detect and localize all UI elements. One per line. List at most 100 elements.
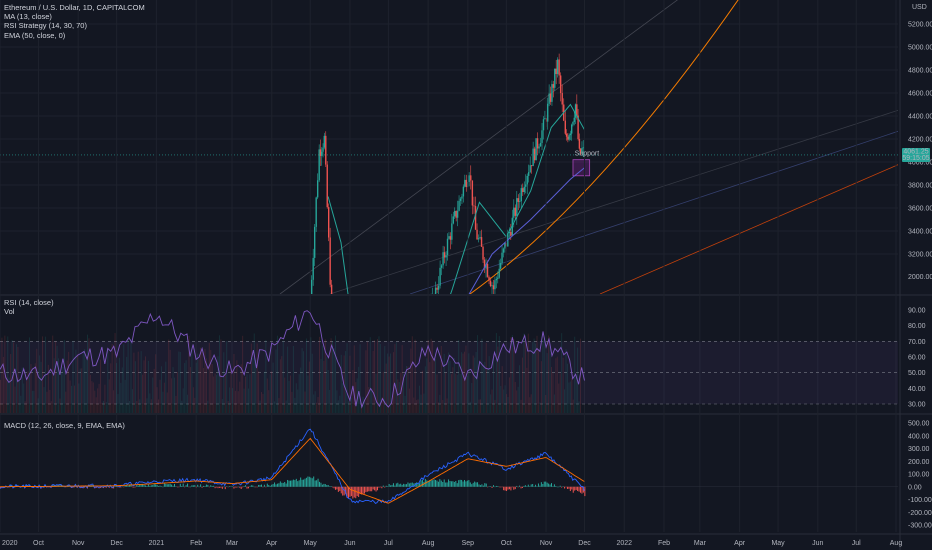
curve-orange-upper [469, 0, 739, 294]
support-label: Support [575, 151, 600, 158]
last-price-badge [902, 147, 930, 162]
candle-body [504, 242, 506, 249]
volume-bar [211, 364, 213, 413]
macd-histogram-bar [216, 486, 218, 488]
volume-bar [342, 383, 344, 413]
volume-bar [275, 349, 277, 413]
macd-histogram-bar [269, 485, 271, 487]
volume-bar [297, 389, 299, 413]
volume-bar [497, 346, 499, 413]
macd-histogram-bar [500, 486, 502, 488]
macd-histogram-bar [120, 486, 122, 488]
macd-histogram-bar [394, 485, 396, 487]
macd-histogram-bar [445, 482, 447, 487]
macd-histogram-bar [211, 485, 213, 487]
rsi-title: RSI (14, close) [4, 298, 54, 307]
macd-histogram-bar [308, 476, 310, 487]
macd-histogram-bar [368, 486, 370, 492]
macd-tick-label: 300.00 [908, 446, 930, 453]
macd-histogram-bar [179, 483, 181, 487]
macd-histogram-bar [166, 484, 168, 487]
candle-body [325, 135, 327, 165]
candle-body [568, 135, 570, 140]
volume-bar [204, 348, 206, 413]
volume-bar [263, 371, 265, 413]
candle-body [448, 236, 450, 239]
macd-histogram-bar [575, 486, 577, 490]
candle-body [315, 197, 317, 227]
volume-bar [110, 363, 112, 413]
macd-histogram-bar [452, 481, 454, 487]
volume-bar [33, 390, 35, 413]
volume-bar [150, 399, 152, 413]
macd-histogram-bar [427, 481, 429, 487]
volume-bar [250, 343, 252, 413]
volume-bar [542, 339, 544, 413]
price-tick-label: 2000.00 [908, 274, 932, 281]
vol-title: Vol [4, 307, 15, 317]
volume-bar [188, 335, 190, 413]
macd-histogram-bar [388, 483, 390, 487]
volume-bar [71, 385, 73, 413]
volume-bar [255, 360, 257, 413]
macd-histogram-bar [189, 486, 191, 488]
macd-histogram-bar [311, 478, 313, 487]
macd-histogram-bar [490, 486, 492, 487]
volume-bar [224, 374, 226, 413]
macd-histogram-bar [401, 484, 403, 487]
macd-histogram-bar [258, 484, 260, 487]
macd-histogram-bar [582, 486, 584, 493]
macd-histogram-bar [430, 479, 432, 487]
candle-body [548, 93, 550, 104]
price-tick-label: 4400.00 [908, 114, 932, 121]
volume-bar [498, 336, 500, 413]
candle-body [321, 151, 323, 156]
volume-bar [461, 352, 463, 413]
volume-bar [375, 373, 377, 413]
rsi-band [0, 341, 898, 404]
macd-histogram-bar [290, 480, 291, 487]
macd-histogram-bar [240, 486, 242, 489]
volume-bar [545, 394, 547, 413]
candle-body [443, 252, 446, 258]
volume-bar [456, 374, 458, 413]
volume-bar [87, 334, 88, 413]
macd-histogram-bar [165, 483, 167, 487]
volume-bar [36, 348, 38, 413]
volume-bar [324, 339, 326, 413]
volume-bar [406, 365, 407, 413]
volume-bar [537, 350, 539, 413]
macd-histogram-bar [282, 482, 284, 487]
macd-histogram-bar [449, 480, 451, 487]
volume-bar [433, 358, 435, 413]
volume-bar [285, 400, 287, 413]
macd-histogram-bar [221, 486, 223, 489]
volume-bar [419, 385, 421, 413]
volume-bar [424, 366, 426, 413]
volume-bar [245, 376, 247, 413]
volume-bar [187, 394, 189, 413]
macd-histogram-bar [456, 483, 458, 487]
volume-bar [63, 339, 65, 413]
macd-histogram-bar [530, 484, 532, 487]
volume-bar [446, 398, 448, 413]
macd-histogram-bar [363, 486, 365, 494]
macd-histogram-bar [543, 481, 545, 487]
volume-bar [92, 382, 94, 413]
volume-bar [147, 360, 149, 413]
candle-body [465, 179, 467, 188]
macd-histogram-bar [507, 486, 509, 490]
macd-histogram-bar [326, 485, 328, 487]
volume-bar [120, 382, 122, 413]
volume-bar [323, 360, 325, 413]
macd-histogram-bar [362, 486, 364, 495]
candle-body [574, 104, 577, 118]
candle-body [440, 265, 443, 268]
macd-histogram-bar [239, 486, 241, 488]
time-tick-label: 2022 [616, 540, 632, 547]
macd-histogram-bar [84, 486, 86, 488]
macd-histogram-bar [410, 482, 412, 487]
macd-histogram-bar [121, 486, 123, 488]
macd-histogram-bar [181, 486, 183, 487]
